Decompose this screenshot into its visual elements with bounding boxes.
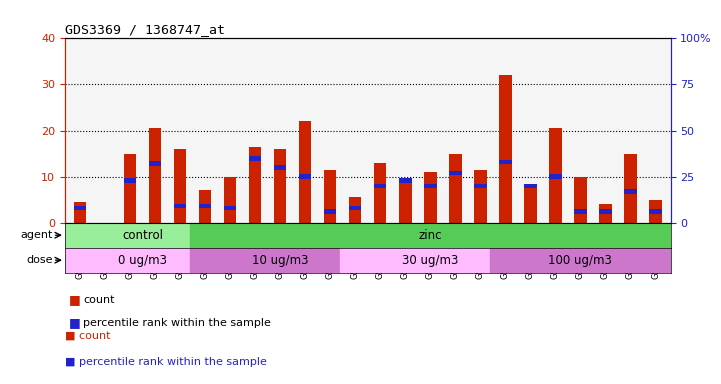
Text: zinc: zinc: [418, 229, 442, 242]
Bar: [274, 149, 286, 223]
Bar: [424, 184, 436, 188]
Bar: [424, 172, 436, 223]
Text: 30 ug/m3: 30 ug/m3: [402, 254, 459, 266]
Text: agent: agent: [20, 230, 53, 240]
Bar: [399, 178, 412, 183]
Bar: [249, 147, 261, 223]
Text: 0 ug/m3: 0 ug/m3: [118, 254, 167, 266]
Bar: [74, 206, 87, 210]
Bar: [324, 170, 337, 223]
Bar: [549, 128, 562, 223]
Bar: [474, 170, 487, 223]
Text: control: control: [122, 229, 163, 242]
Bar: [190, 223, 671, 248]
Bar: [399, 181, 412, 223]
Bar: [274, 165, 286, 170]
Bar: [574, 177, 587, 223]
Bar: [174, 204, 186, 209]
Bar: [474, 184, 487, 188]
Text: 100 ug/m3: 100 ug/m3: [549, 254, 612, 266]
Bar: [449, 170, 461, 175]
Bar: [349, 197, 361, 223]
Bar: [299, 121, 311, 223]
Bar: [599, 204, 611, 223]
Bar: [299, 174, 311, 179]
Bar: [340, 248, 521, 273]
Bar: [574, 209, 587, 214]
Bar: [599, 209, 611, 214]
Bar: [249, 156, 261, 161]
Bar: [124, 154, 136, 223]
Bar: [199, 204, 211, 209]
Text: ■ percentile rank within the sample: ■ percentile rank within the sample: [65, 357, 267, 367]
Bar: [149, 128, 162, 223]
Text: GDS3369 / 1368747_at: GDS3369 / 1368747_at: [65, 23, 225, 36]
Text: 10 ug/m3: 10 ug/m3: [252, 254, 309, 266]
Bar: [149, 161, 162, 166]
Bar: [199, 190, 211, 223]
Text: percentile rank within the sample: percentile rank within the sample: [83, 318, 271, 328]
Bar: [224, 206, 236, 210]
Bar: [549, 174, 562, 179]
Bar: [324, 209, 337, 214]
Text: count: count: [83, 295, 115, 305]
Bar: [65, 248, 220, 273]
Bar: [649, 209, 662, 214]
Bar: [65, 223, 220, 248]
Bar: [224, 177, 236, 223]
Bar: [624, 154, 637, 223]
Bar: [374, 163, 386, 223]
Bar: [524, 186, 536, 223]
Text: dose: dose: [26, 255, 53, 265]
Bar: [174, 149, 186, 223]
Text: ■: ■: [68, 293, 80, 306]
Bar: [349, 206, 361, 210]
Bar: [374, 184, 386, 188]
Bar: [74, 202, 87, 223]
Text: ■: ■: [68, 316, 80, 329]
Bar: [490, 248, 671, 273]
Bar: [449, 154, 461, 223]
Bar: [624, 189, 637, 194]
Bar: [190, 248, 370, 273]
Bar: [124, 178, 136, 183]
Bar: [649, 200, 662, 223]
Bar: [499, 75, 512, 223]
Text: ■ count: ■ count: [65, 330, 110, 340]
Bar: [524, 184, 536, 188]
Bar: [499, 160, 512, 164]
